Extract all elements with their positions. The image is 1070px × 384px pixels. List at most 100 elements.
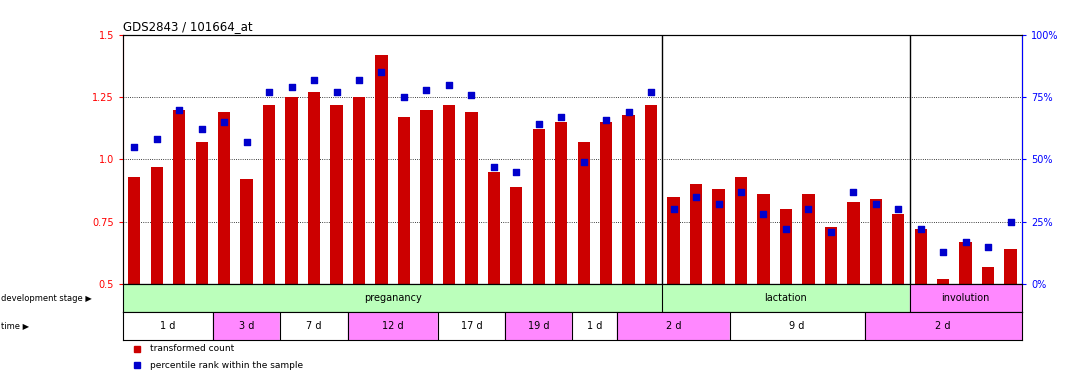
Text: 9 d: 9 d <box>790 321 805 331</box>
Point <box>239 139 256 145</box>
Point <box>418 86 435 93</box>
Bar <box>713 189 724 285</box>
Bar <box>218 112 230 285</box>
Bar <box>892 214 904 285</box>
Bar <box>910 285 1022 312</box>
Bar <box>825 227 837 285</box>
Point <box>800 206 817 212</box>
Point <box>666 206 683 212</box>
Bar <box>213 312 280 339</box>
Bar <box>123 285 662 312</box>
Bar <box>533 129 545 285</box>
Bar <box>465 112 477 285</box>
Point <box>777 226 794 232</box>
Bar <box>780 209 792 285</box>
Bar <box>555 122 567 285</box>
Point <box>171 106 188 113</box>
Text: GDS2843 / 101664_at: GDS2843 / 101664_at <box>123 20 253 33</box>
Bar <box>865 312 1022 339</box>
Text: 1 d: 1 d <box>587 321 602 331</box>
Bar <box>376 55 387 285</box>
Text: time ▶: time ▶ <box>1 321 29 330</box>
Bar <box>331 104 342 285</box>
Point <box>306 76 323 83</box>
Point <box>327 89 345 95</box>
Point <box>373 69 391 75</box>
Bar <box>505 312 572 339</box>
Point <box>216 119 233 125</box>
Point <box>552 114 569 120</box>
Point <box>194 126 211 132</box>
Text: transformed count: transformed count <box>150 344 234 353</box>
Text: percentile rank within the sample: percentile rank within the sample <box>150 361 303 370</box>
Bar <box>600 122 612 285</box>
Bar <box>438 312 505 339</box>
Bar <box>617 312 730 339</box>
Bar <box>488 172 500 285</box>
Text: 2 d: 2 d <box>666 321 682 331</box>
Point <box>688 194 705 200</box>
Bar <box>572 312 617 339</box>
Bar <box>280 312 348 339</box>
Bar <box>847 202 859 285</box>
Bar <box>196 142 208 285</box>
Point <box>148 136 166 142</box>
Bar <box>645 104 657 285</box>
Bar <box>758 194 769 285</box>
Point <box>396 94 413 100</box>
Bar <box>173 109 185 285</box>
Bar <box>510 187 522 285</box>
Bar <box>982 267 994 285</box>
Bar <box>735 177 747 285</box>
Bar <box>937 280 949 285</box>
Point <box>732 189 749 195</box>
Point <box>351 76 368 83</box>
Point <box>441 81 458 88</box>
Bar <box>398 117 410 285</box>
Bar <box>151 167 163 285</box>
Bar <box>960 242 972 285</box>
Text: 1 d: 1 d <box>160 321 175 331</box>
Text: 17 d: 17 d <box>460 321 483 331</box>
Point <box>126 144 143 150</box>
Point <box>462 91 479 98</box>
Point <box>912 226 929 232</box>
Point <box>576 159 593 165</box>
Bar <box>578 142 590 285</box>
Text: lactation: lactation <box>765 293 807 303</box>
Bar <box>802 194 814 285</box>
Bar <box>241 179 253 285</box>
Bar <box>308 92 320 285</box>
Bar <box>353 97 365 285</box>
Bar <box>128 177 140 285</box>
Point <box>868 201 885 207</box>
Bar <box>286 97 297 285</box>
Point <box>284 84 301 90</box>
Point <box>1002 219 1019 225</box>
Bar <box>263 104 275 285</box>
Point <box>823 229 840 235</box>
Point <box>935 249 952 255</box>
Point <box>508 169 525 175</box>
Point <box>980 244 997 250</box>
Text: development stage ▶: development stage ▶ <box>1 294 92 303</box>
Bar <box>123 312 213 339</box>
Text: preganancy: preganancy <box>364 293 422 303</box>
Point <box>621 109 638 115</box>
Bar <box>730 312 865 339</box>
Bar <box>668 197 679 285</box>
Bar <box>870 199 882 285</box>
Text: involution: involution <box>942 293 990 303</box>
Point <box>261 89 278 95</box>
Bar <box>421 109 432 285</box>
Text: 19 d: 19 d <box>528 321 550 331</box>
Point <box>845 189 862 195</box>
Text: 7 d: 7 d <box>306 321 322 331</box>
Point <box>642 89 659 95</box>
Bar <box>348 312 438 339</box>
Point <box>890 206 907 212</box>
Bar <box>690 184 702 285</box>
Point <box>597 116 614 122</box>
Point <box>531 121 548 127</box>
Bar <box>915 229 927 285</box>
